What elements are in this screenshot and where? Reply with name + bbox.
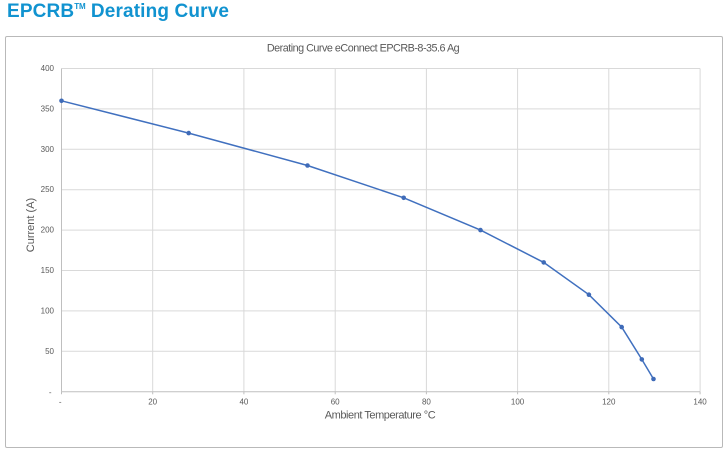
svg-text:120: 120	[602, 398, 616, 407]
svg-text:100: 100	[511, 398, 525, 407]
svg-text:200: 200	[41, 226, 55, 235]
svg-text:50: 50	[45, 347, 54, 356]
svg-text:Derating Curve eConnect EPCRB-: Derating Curve eConnect EPCRB-8-35.6 Ag	[267, 43, 460, 55]
svg-text:40: 40	[239, 398, 248, 407]
svg-text:-: -	[49, 388, 52, 397]
svg-text:Ambient Temperature °C: Ambient Temperature °C	[325, 409, 436, 421]
svg-text:250: 250	[41, 185, 55, 194]
svg-text:350: 350	[41, 104, 55, 113]
svg-text:80: 80	[422, 398, 431, 407]
svg-text:150: 150	[41, 266, 55, 275]
svg-text:Current (A): Current (A)	[25, 198, 37, 252]
svg-text:140: 140	[693, 398, 707, 407]
svg-text:-: -	[59, 398, 62, 407]
svg-text:20: 20	[148, 398, 157, 407]
svg-text:300: 300	[41, 145, 55, 154]
svg-text:400: 400	[41, 64, 55, 73]
svg-text:60: 60	[331, 398, 340, 407]
svg-text:100: 100	[41, 306, 55, 315]
